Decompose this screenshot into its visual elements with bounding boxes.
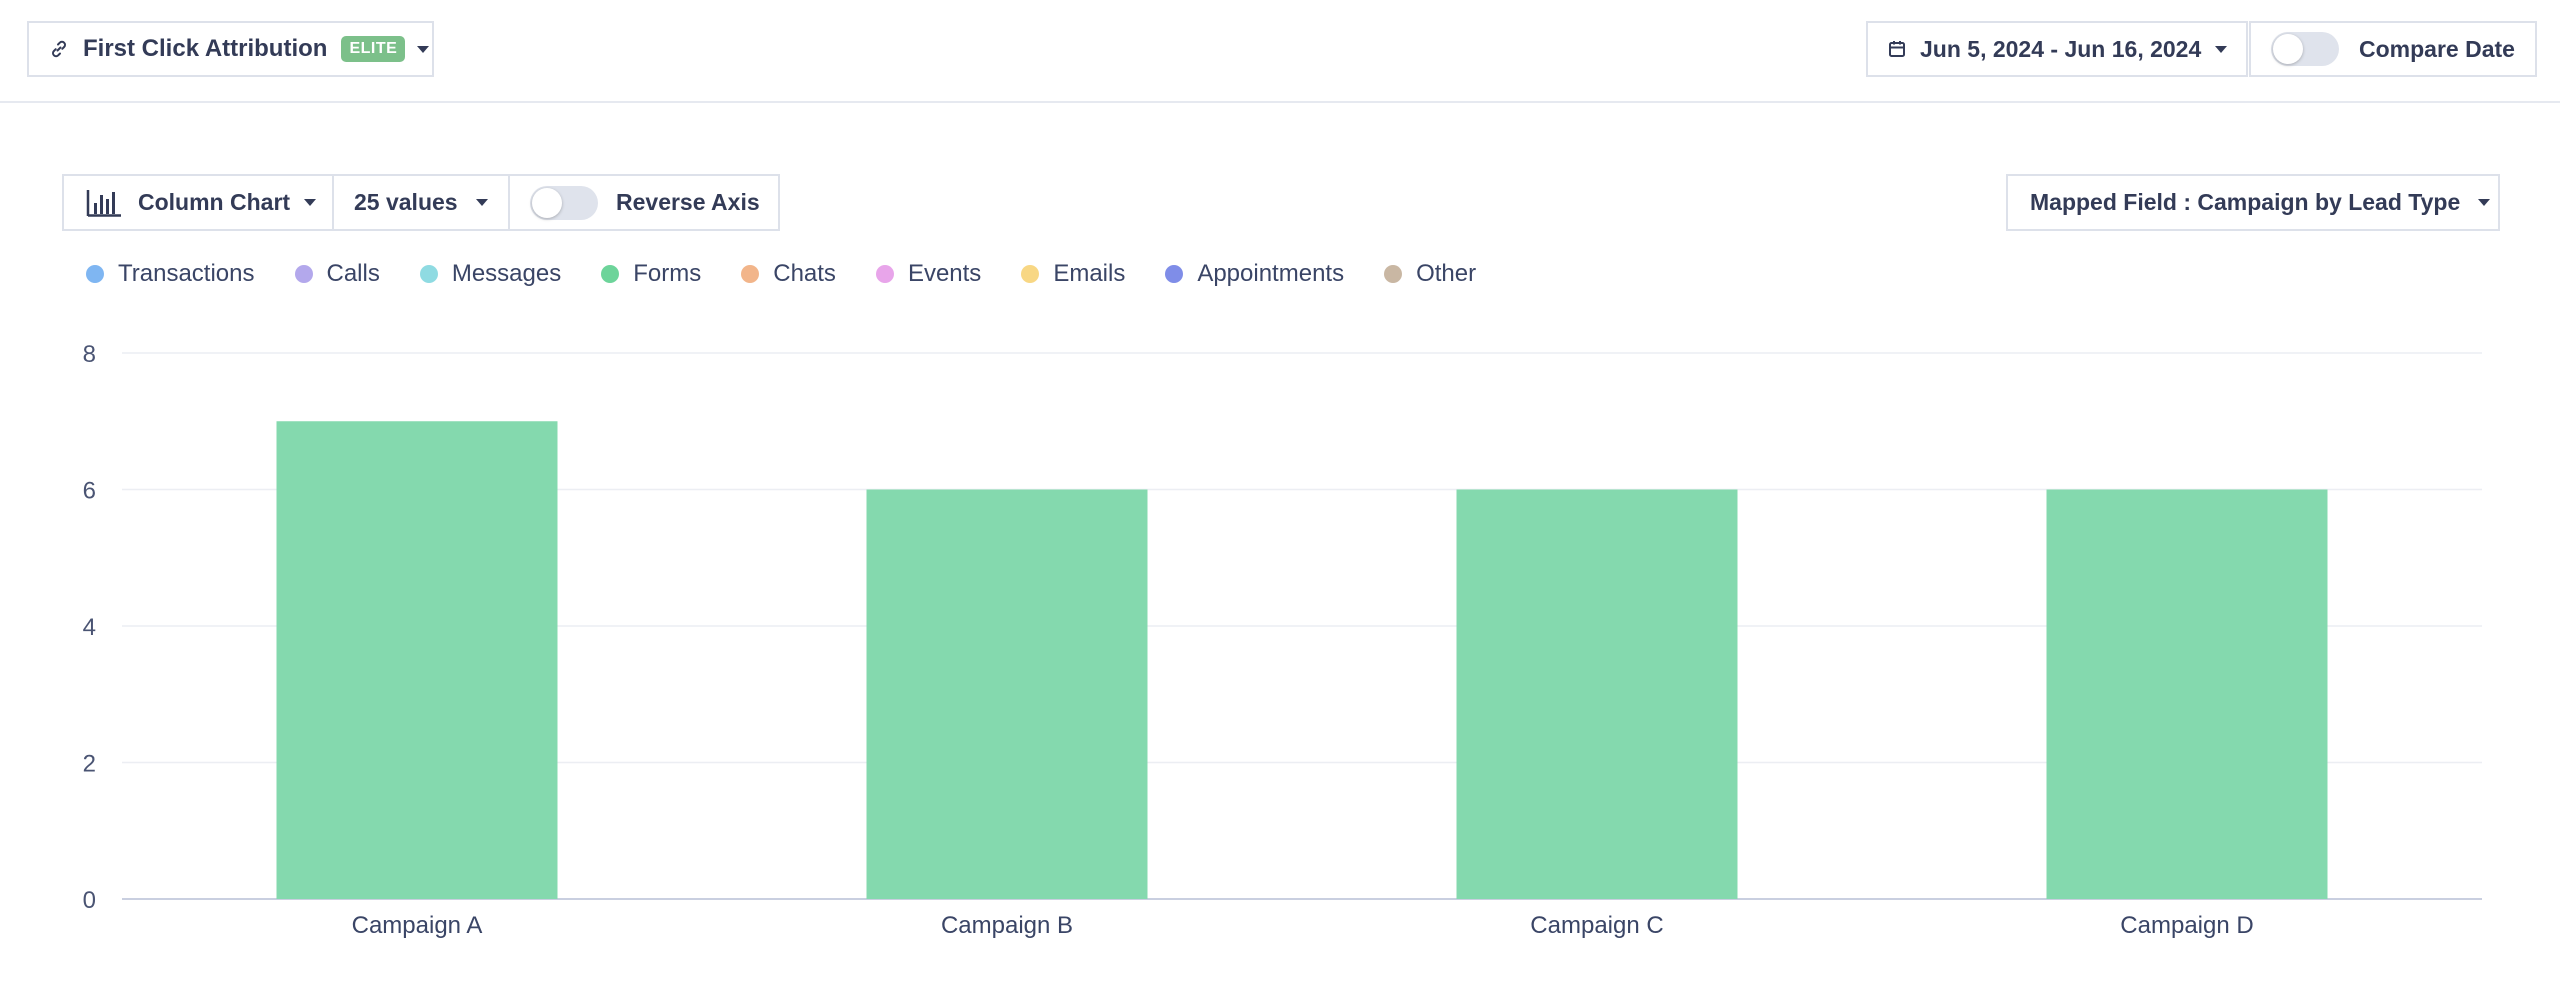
legend-item-chats[interactable]: Chats xyxy=(741,260,836,288)
attribution-dropdown[interactable]: First Click Attribution ELITE xyxy=(27,21,434,77)
legend-label: Transactions xyxy=(118,260,255,287)
legend-label: Messages xyxy=(451,260,562,287)
legend-item-calls[interactable]: Calls xyxy=(294,260,380,288)
legend-dot xyxy=(419,265,438,283)
bar-campaign-d[interactable] xyxy=(2046,489,2328,900)
legend-dot xyxy=(875,265,894,283)
bar-campaign-b[interactable] xyxy=(866,489,1148,900)
link-icon xyxy=(52,40,66,58)
legend-item-events[interactable]: Events xyxy=(875,260,982,288)
elite-badge: ELITE xyxy=(341,36,406,62)
legend-label: Emails xyxy=(1053,260,1126,287)
top-bar: First Click Attribution ELITE Jun 5, 202… xyxy=(0,0,2560,103)
legend-label: Forms xyxy=(633,260,702,287)
y-tick-label: 8 xyxy=(83,341,96,368)
legend-label: Other xyxy=(1416,260,1477,287)
chart-type-label: Column Chart xyxy=(138,189,291,215)
x-tick-label: Campaign D xyxy=(2120,912,2253,939)
y-tick-label: 6 xyxy=(83,478,96,505)
bar-campaign-a[interactable] xyxy=(276,421,558,899)
legend-item-transactions[interactable]: Transactions xyxy=(86,260,255,288)
reverse-axis-label: Reverse Axis xyxy=(616,189,760,215)
attribution-label: First Click Attribution xyxy=(83,35,328,62)
compare-date-control: Compare Date xyxy=(2249,21,2537,77)
y-tick-label: 4 xyxy=(83,614,96,641)
bar-chart-icon xyxy=(86,189,121,217)
reverse-axis-control: Reverse Axis xyxy=(508,174,780,231)
values-count-dropdown[interactable]: 25 values xyxy=(332,174,510,231)
x-tick-label: Campaign B xyxy=(941,912,1073,939)
reverse-axis-toggle[interactable] xyxy=(530,185,598,220)
compare-date-toggle[interactable] xyxy=(2271,32,2339,66)
legend-dot xyxy=(601,265,620,283)
legend-item-messages[interactable]: Messages xyxy=(419,260,562,288)
compare-date-label: Compare Date xyxy=(2359,35,2515,62)
legend-dot xyxy=(1165,265,1184,283)
legend-item-emails[interactable]: Emails xyxy=(1021,260,1125,288)
x-tick-label: Campaign A xyxy=(352,912,483,939)
legend-label: Appointments xyxy=(1197,260,1345,287)
toggle-knob xyxy=(2273,34,2303,64)
chevron-down-icon xyxy=(475,199,488,206)
chevron-down-icon xyxy=(417,45,430,53)
legend-item-appointments[interactable]: Appointments xyxy=(1165,260,1344,288)
chart-legend: Transactions Calls Messages Forms Chats Event… xyxy=(86,260,1516,288)
legend-dot xyxy=(86,265,104,283)
x-tick-label: Campaign C xyxy=(1530,912,1663,939)
calendar-icon xyxy=(1889,41,1905,57)
values-count-label: 25 values xyxy=(354,189,458,215)
legend-item-forms[interactable]: Forms xyxy=(601,260,701,288)
y-tick-label: 2 xyxy=(83,751,96,778)
legend-dot xyxy=(294,265,313,283)
mapped-field-label: Mapped Field : Campaign by Lead Type xyxy=(2030,189,2461,215)
date-range-label: Jun 5, 2024 - Jun 16, 2024 xyxy=(1920,35,2202,62)
chevron-down-icon xyxy=(304,199,317,206)
toggle-knob xyxy=(532,187,562,218)
bar-campaign-c[interactable] xyxy=(1456,489,1738,900)
y-tick-label: 0 xyxy=(83,887,96,914)
chevron-down-icon xyxy=(2478,199,2491,206)
mapped-field-dropdown[interactable]: Mapped Field : Campaign by Lead Type xyxy=(2006,174,2500,231)
legend-dot xyxy=(741,265,760,283)
legend-label: Chats xyxy=(773,260,836,287)
legend-label: Calls xyxy=(326,260,380,287)
legend-dot xyxy=(1021,265,1040,283)
legend-dot xyxy=(1384,265,1403,283)
legend-label: Events xyxy=(907,260,982,287)
chart-type-dropdown[interactable]: Column Chart xyxy=(62,174,334,231)
date-range-picker[interactable]: Jun 5, 2024 - Jun 16, 2024 xyxy=(1866,21,2248,77)
chevron-down-icon xyxy=(2215,45,2228,53)
legend-item-other[interactable]: Other xyxy=(1384,260,1476,288)
